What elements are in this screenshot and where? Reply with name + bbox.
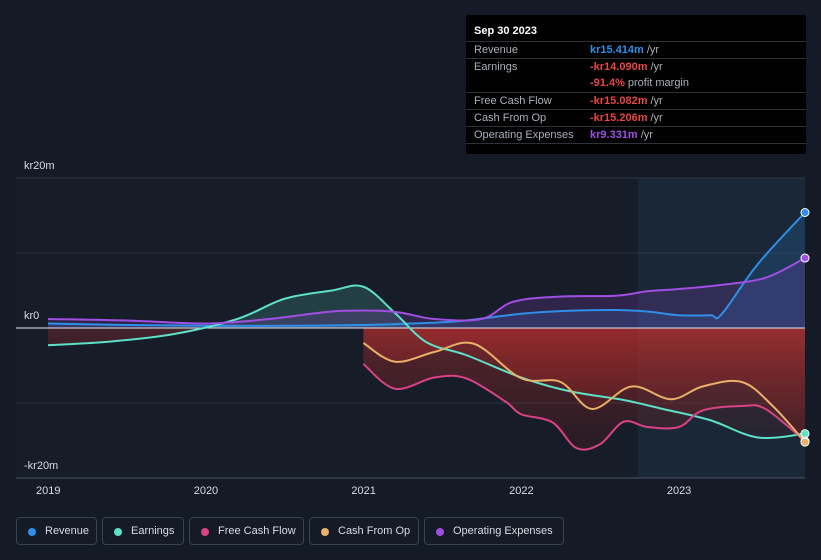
tooltip-value: -kr15.082m/yr: [590, 95, 663, 107]
tooltip-label: Operating Expenses: [474, 129, 574, 141]
endpoint-marker-revenue: [800, 208, 810, 217]
tooltip-row-earnings: Earnings -kr14.090m/yr: [466, 58, 806, 76]
data-tooltip: Sep 30 2023 Revenue kr15.414m/yr Earning…: [466, 15, 806, 154]
tooltip-value: kr15.414m/yr: [590, 44, 660, 56]
y-tick-label: -kr20m: [24, 460, 59, 472]
tooltip-row-cash-from-op: Cash From Op -kr15.206m/yr: [466, 109, 806, 127]
y-tick-label: kr20m: [24, 160, 55, 172]
tooltip-row-revenue: Revenue kr15.414m/yr: [466, 41, 806, 59]
legend-dot-icon: [321, 528, 329, 536]
legend-label: Cash From Op: [338, 525, 411, 537]
legend-item-operating-expenses[interactable]: Operating Expenses: [424, 517, 564, 545]
x-tick-label: 2021: [351, 485, 376, 497]
x-tick-label: 2019: [36, 485, 61, 497]
legend-item-cash-from-op[interactable]: Cash From Op: [309, 517, 419, 545]
series-line-operating-expenses: [47, 257, 806, 325]
series-line-free-cash-flow: [362, 363, 806, 451]
tooltip-row-free-cash-flow: Free Cash Flow -kr15.082m/yr: [466, 92, 806, 110]
tooltip-value: kr9.331m/yr: [590, 129, 653, 141]
tooltip-label: Cash From Op: [474, 112, 547, 124]
tooltip-value: -kr14.090m/yr: [590, 61, 663, 73]
x-tick-label: 2020: [193, 485, 219, 497]
endpoint-marker-operating-expenses: [800, 253, 810, 263]
legend-dot-icon: [201, 528, 209, 536]
legend-label: Operating Expenses: [453, 525, 553, 537]
legend-dot-icon: [28, 528, 36, 536]
legend-item-earnings[interactable]: Earnings: [102, 517, 184, 545]
endpoint-marker-cash-from-op: [800, 437, 810, 447]
tooltip-label: Earnings: [474, 61, 518, 73]
tooltip-label: Revenue: [474, 44, 519, 56]
legend-dot-icon: [114, 528, 122, 536]
legend-item-free-cash-flow[interactable]: Free Cash Flow: [189, 517, 304, 545]
tooltip-divider: [466, 143, 806, 145]
legend-item-revenue[interactable]: Revenue: [16, 517, 97, 545]
tooltip-row-profit-margin: -91.4% profit margin: [466, 75, 806, 92]
x-tick-label: 2023: [666, 485, 692, 497]
tooltip-value: -kr15.206m/yr: [590, 112, 663, 124]
tooltip-row-operating-expenses: Operating Expenses kr9.331m/yr: [466, 126, 806, 144]
series-line-earnings: [47, 284, 806, 440]
tooltip-value: -91.4% profit margin: [590, 77, 689, 89]
series-line-revenue: [47, 211, 806, 327]
legend-label: Revenue: [45, 525, 90, 537]
endpoint-marker-earnings: [800, 429, 810, 439]
tooltip-date: Sep 30 2023: [474, 25, 537, 37]
y-tick-label: kr0: [24, 310, 40, 322]
x-tick-label: 2022: [509, 485, 534, 497]
tooltip-label: Free Cash Flow: [474, 95, 552, 107]
legend-dot-icon: [436, 528, 444, 536]
series-line-cash-from-op: [362, 341, 806, 443]
legend-label: Earnings: [131, 525, 175, 537]
legend-label: Free Cash Flow: [218, 525, 296, 537]
